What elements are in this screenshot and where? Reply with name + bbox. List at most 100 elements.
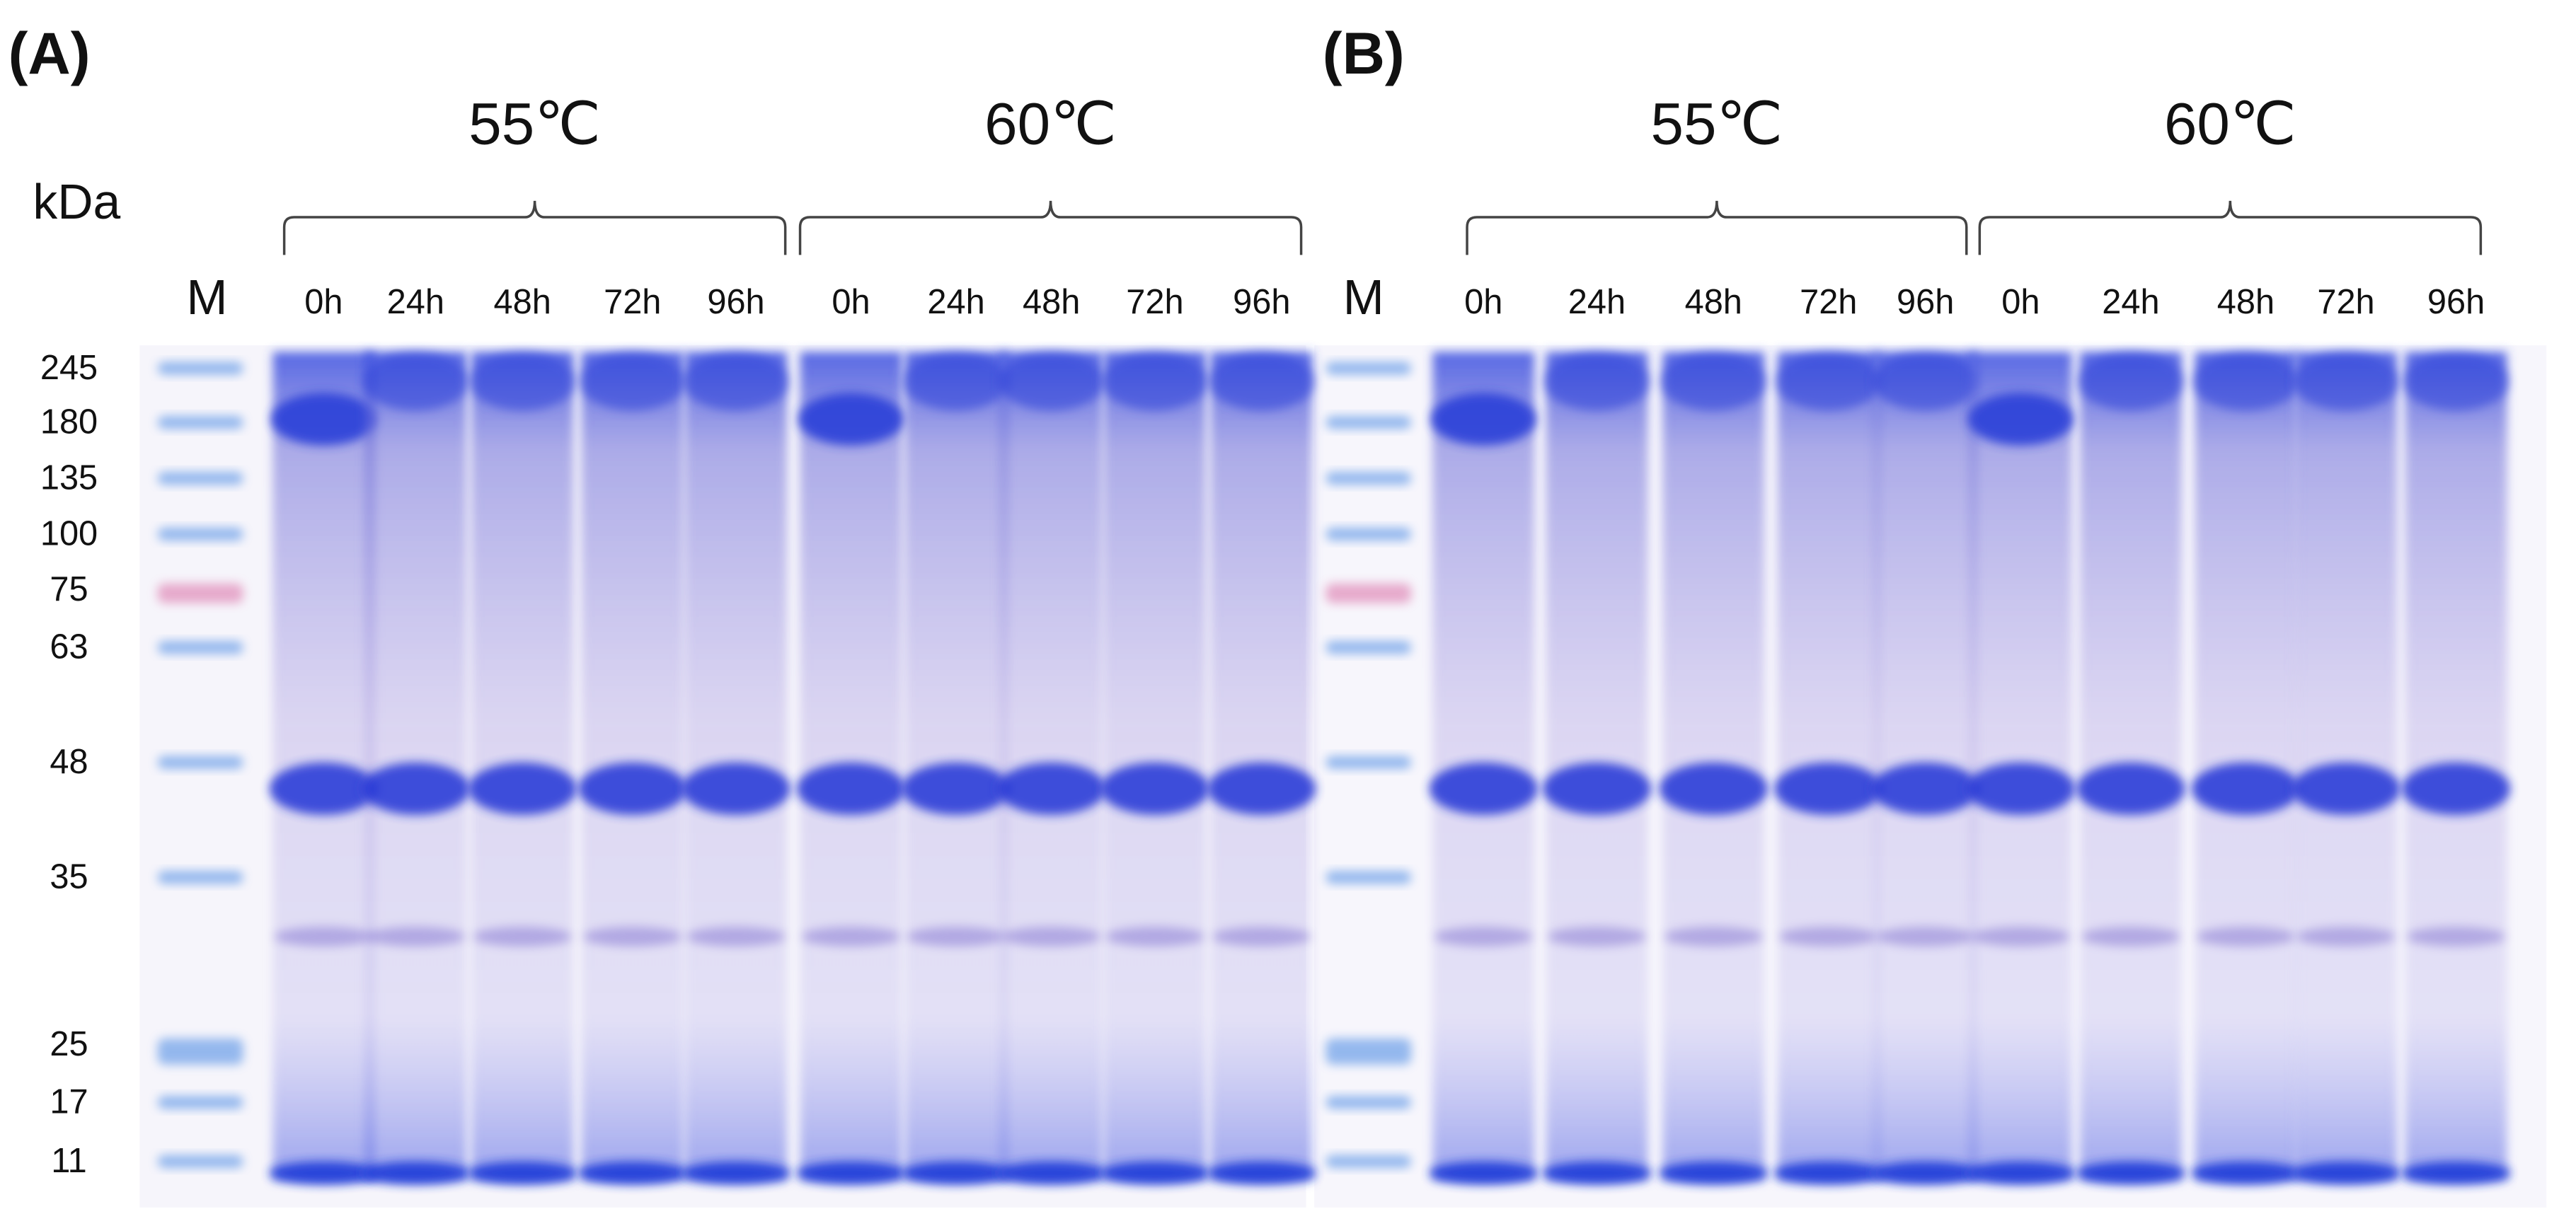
lane-label: 96h — [1233, 283, 1290, 321]
lane-label: 72h — [1800, 283, 1857, 321]
lane-label: 48h — [1023, 283, 1080, 321]
marker-size: 35 — [50, 857, 88, 896]
band — [1002, 926, 1101, 947]
band — [468, 762, 577, 816]
band — [997, 1161, 1106, 1185]
band — [1871, 1161, 1980, 1185]
band — [473, 926, 572, 947]
band — [271, 393, 376, 446]
lane-label: 72h — [2317, 283, 2374, 321]
band — [683, 352, 789, 411]
marker-band — [157, 1155, 243, 1169]
lane-label: 0h — [1464, 283, 1502, 321]
marker-band — [157, 756, 243, 770]
marker-size: 180 — [40, 403, 98, 441]
group-label: 60℃ — [984, 91, 1117, 157]
band — [1542, 1161, 1652, 1185]
band — [269, 1161, 378, 1185]
band — [1430, 393, 1536, 446]
band — [366, 926, 465, 947]
marker-band — [157, 583, 243, 603]
band — [2401, 762, 2511, 816]
marker-band — [157, 471, 243, 485]
band — [2406, 926, 2506, 947]
lane-label: 24h — [387, 283, 444, 321]
band — [269, 762, 378, 816]
lane-label: 96h — [1897, 283, 1954, 321]
marker-band — [1326, 527, 1412, 541]
marker-band — [157, 527, 243, 541]
band — [1429, 1161, 1538, 1185]
band — [798, 393, 904, 446]
marker-lane-label: M — [187, 270, 228, 325]
marker-band — [1326, 583, 1412, 603]
bracket — [798, 200, 1303, 255]
marker-size: 17 — [50, 1082, 88, 1121]
marker-size: 25 — [50, 1025, 88, 1063]
band — [1542, 762, 1652, 816]
bracket — [282, 200, 787, 255]
marker-band — [157, 362, 243, 375]
band — [903, 352, 1009, 411]
lane-label: 96h — [707, 283, 764, 321]
marker-band — [157, 415, 243, 429]
marker-band — [1326, 1096, 1412, 1109]
group-label: 55℃ — [1650, 91, 1783, 157]
marker-band — [1326, 870, 1412, 884]
band — [2292, 1161, 2400, 1185]
band — [274, 926, 373, 947]
marker-band — [1326, 1155, 1412, 1169]
band — [902, 762, 1011, 816]
band — [468, 1161, 577, 1185]
band — [2076, 762, 2185, 816]
band — [2078, 352, 2184, 411]
band — [1100, 1161, 1209, 1185]
lane-label: 0h — [304, 283, 343, 321]
lane-label: 72h — [1126, 283, 1183, 321]
band — [1871, 762, 1980, 816]
band — [997, 762, 1106, 816]
band — [1207, 762, 1316, 816]
band — [1966, 762, 2075, 816]
marker-band — [1326, 471, 1412, 485]
lane-label: 24h — [1568, 283, 1626, 321]
band — [2196, 926, 2296, 947]
marker-size: 63 — [50, 628, 88, 666]
band — [1544, 352, 1650, 411]
lane-label: 72h — [604, 283, 661, 321]
band — [1105, 926, 1204, 947]
marker-band — [157, 1038, 243, 1065]
marker-lane-label: M — [1343, 270, 1384, 325]
lane-label: 24h — [2102, 283, 2159, 321]
band — [580, 352, 686, 411]
band — [361, 762, 470, 816]
group-label: 55℃ — [468, 91, 601, 157]
band — [583, 926, 682, 947]
band — [1664, 926, 1763, 947]
band — [2403, 352, 2509, 411]
marker-band — [157, 640, 243, 654]
band — [578, 762, 687, 816]
band — [1547, 926, 1647, 947]
band — [1212, 926, 1311, 947]
band — [2292, 762, 2400, 816]
band — [1207, 1161, 1316, 1185]
marker-band — [1326, 756, 1412, 770]
band — [1659, 762, 1768, 816]
lane-label: 0h — [832, 283, 870, 321]
marker-band — [1326, 415, 1412, 429]
band — [796, 1161, 906, 1185]
marker-size: 100 — [40, 514, 98, 553]
band — [1774, 1161, 1883, 1185]
band — [361, 1161, 470, 1185]
band — [363, 352, 468, 411]
marker-size: 135 — [40, 458, 98, 497]
band — [2296, 926, 2396, 947]
band — [907, 926, 1006, 947]
band — [1434, 926, 1533, 947]
band — [1209, 352, 1315, 411]
marker-size: 245 — [40, 349, 98, 387]
lane-label: 24h — [927, 283, 984, 321]
marker-size: 75 — [50, 570, 88, 608]
